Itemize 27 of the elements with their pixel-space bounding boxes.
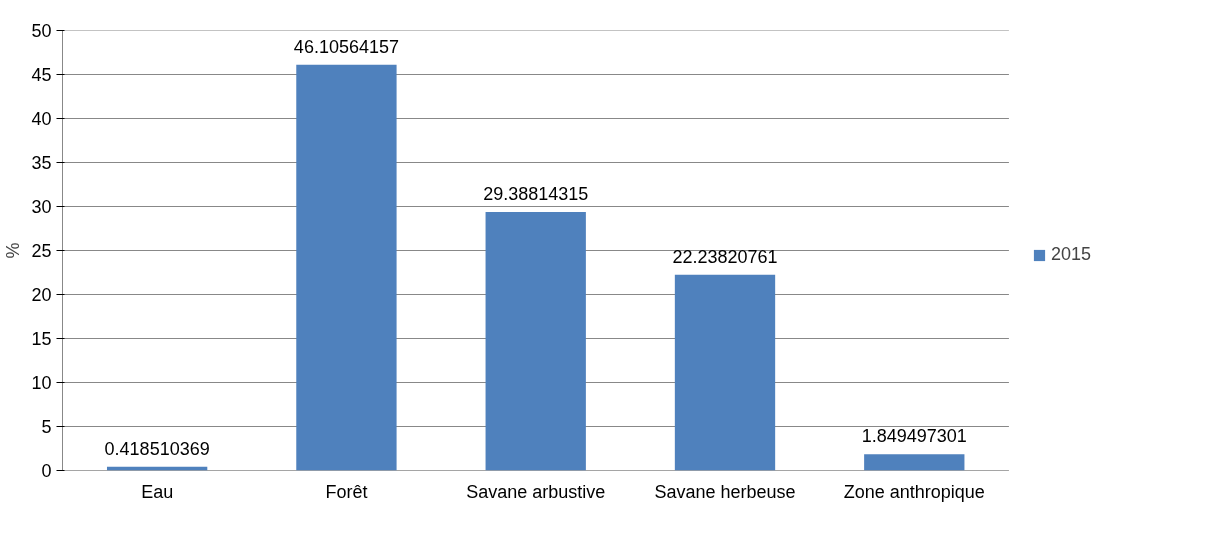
x-tick-label: Eau (141, 481, 174, 502)
y-tick-label: 10 (31, 373, 52, 393)
y-tick-label: 20 (31, 285, 52, 305)
data-label: 1.849497301 (861, 426, 967, 447)
bar (296, 64, 397, 471)
y-tick-label: 5 (41, 417, 52, 437)
y-tick-label: 50 (31, 21, 52, 41)
x-tick-label: Savane arbustive (466, 481, 606, 502)
x-tick-label: Savane herbeuse (654, 481, 796, 502)
data-label: 0.418510369 (104, 438, 210, 459)
y-tick-label: 15 (31, 329, 52, 349)
y-tick-label: 45 (31, 65, 52, 85)
x-tick-label: Zone anthropique (843, 481, 985, 502)
y-axis-title: % (3, 242, 24, 259)
bar (864, 454, 965, 471)
data-label: 29.38814315 (483, 183, 589, 204)
y-tick-label: 40 (31, 109, 52, 129)
bar (674, 274, 776, 471)
data-label: 22.23820761 (672, 246, 778, 267)
legend-label: 2015 (1051, 244, 1092, 265)
y-tick-label: 30 (31, 197, 52, 217)
x-tick-label: Forêt (325, 481, 368, 502)
bar (485, 211, 586, 471)
y-tick-label: 35 (31, 153, 52, 173)
data-label: 46.10564157 (293, 36, 399, 57)
y-tick-label: 0 (41, 461, 52, 481)
y-tick-label: 25 (31, 241, 52, 261)
